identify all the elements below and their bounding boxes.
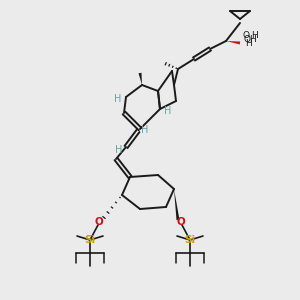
- Text: H: H: [141, 125, 149, 135]
- Text: H: H: [114, 94, 122, 104]
- Text: H: H: [250, 31, 257, 40]
- Text: H: H: [164, 106, 172, 116]
- Text: Si: Si: [184, 235, 196, 245]
- Polygon shape: [226, 41, 240, 44]
- Text: O: O: [94, 217, 103, 227]
- Text: H: H: [244, 38, 251, 47]
- Text: H: H: [115, 145, 123, 155]
- Text: O: O: [177, 217, 185, 227]
- Text: O: O: [242, 31, 250, 40]
- Text: Si: Si: [84, 235, 96, 245]
- Polygon shape: [139, 73, 142, 85]
- Polygon shape: [174, 189, 179, 220]
- Text: OH: OH: [244, 35, 258, 44]
